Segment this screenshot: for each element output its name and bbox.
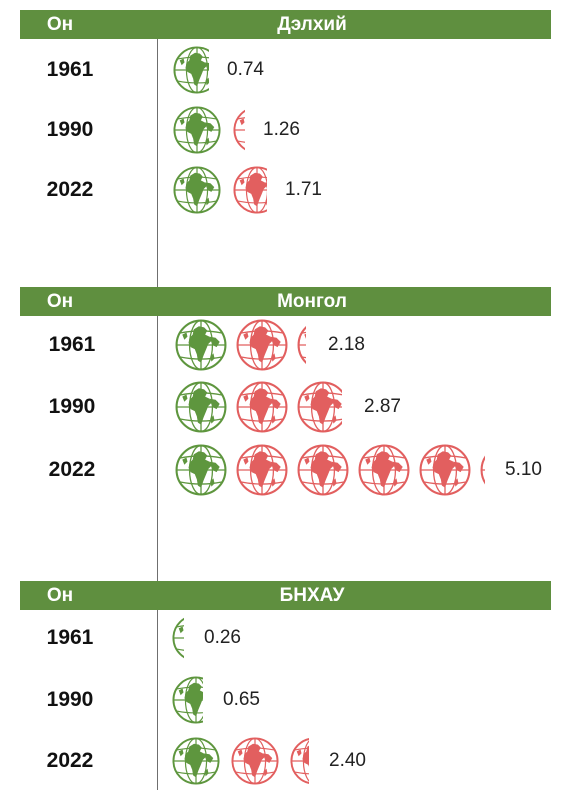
globe-icon-red (297, 381, 342, 433)
globe-icon-red (236, 444, 288, 496)
globe-icon-green (173, 106, 221, 154)
globe-icon-red (358, 444, 410, 496)
divider-line (157, 39, 158, 287)
value-label: 0.65 (223, 689, 260, 710)
year-label: 1961 (46, 58, 94, 81)
globe-icon-green (173, 46, 209, 94)
header-year-label: Он (46, 291, 74, 312)
year-label: 2022 (46, 178, 94, 201)
year-label: 1990 (46, 688, 94, 711)
globe-icon-red (236, 319, 288, 371)
value-label: 5.10 (505, 459, 542, 480)
year-label: 1990 (48, 395, 96, 418)
globe-icon-red (480, 444, 485, 496)
globe-icon-green (175, 381, 227, 433)
globe-icon-red (233, 106, 245, 154)
value-label: 1.26 (263, 119, 300, 140)
globe-icon-green (172, 737, 220, 785)
globe-icon-red (297, 444, 349, 496)
year-label: 2022 (46, 749, 94, 772)
globe-icon-green (173, 166, 221, 214)
divider-line (157, 316, 158, 581)
header-year-label: Он (46, 585, 74, 606)
year-label: 2022 (48, 458, 96, 481)
globe-icon-green (175, 319, 227, 371)
year-label: 1990 (46, 118, 94, 141)
globe-icon-red (233, 166, 267, 214)
value-label: 2.18 (328, 334, 365, 355)
header-year-label: Он (46, 14, 74, 35)
header-title-world: Дэлхий (277, 14, 347, 35)
divider-line (157, 610, 158, 790)
header-china: Он БНХАУ (20, 581, 551, 610)
header-title-china: БНХАУ (279, 585, 345, 606)
globe-icon-red (231, 737, 279, 785)
globe-icon-red (419, 444, 471, 496)
header-title-mongolia: Монгол (277, 291, 347, 312)
value-label: 1.71 (285, 179, 322, 200)
globe-icon-green (172, 614, 184, 662)
value-label: 2.87 (364, 396, 401, 417)
year-label: 1961 (48, 333, 96, 356)
header-world: Он Дэлхий (20, 10, 551, 39)
globe-icon-red (297, 319, 306, 371)
globe-icon-red (236, 381, 288, 433)
globe-icon-green (175, 444, 227, 496)
globe-icon-red (290, 737, 309, 785)
header-mongolia: Он Монгол (20, 287, 551, 316)
year-label: 1961 (46, 626, 94, 649)
value-label: 0.26 (204, 627, 241, 648)
globe-icon-green (172, 676, 203, 724)
value-label: 0.74 (227, 59, 264, 80)
value-label: 2.40 (329, 750, 366, 771)
